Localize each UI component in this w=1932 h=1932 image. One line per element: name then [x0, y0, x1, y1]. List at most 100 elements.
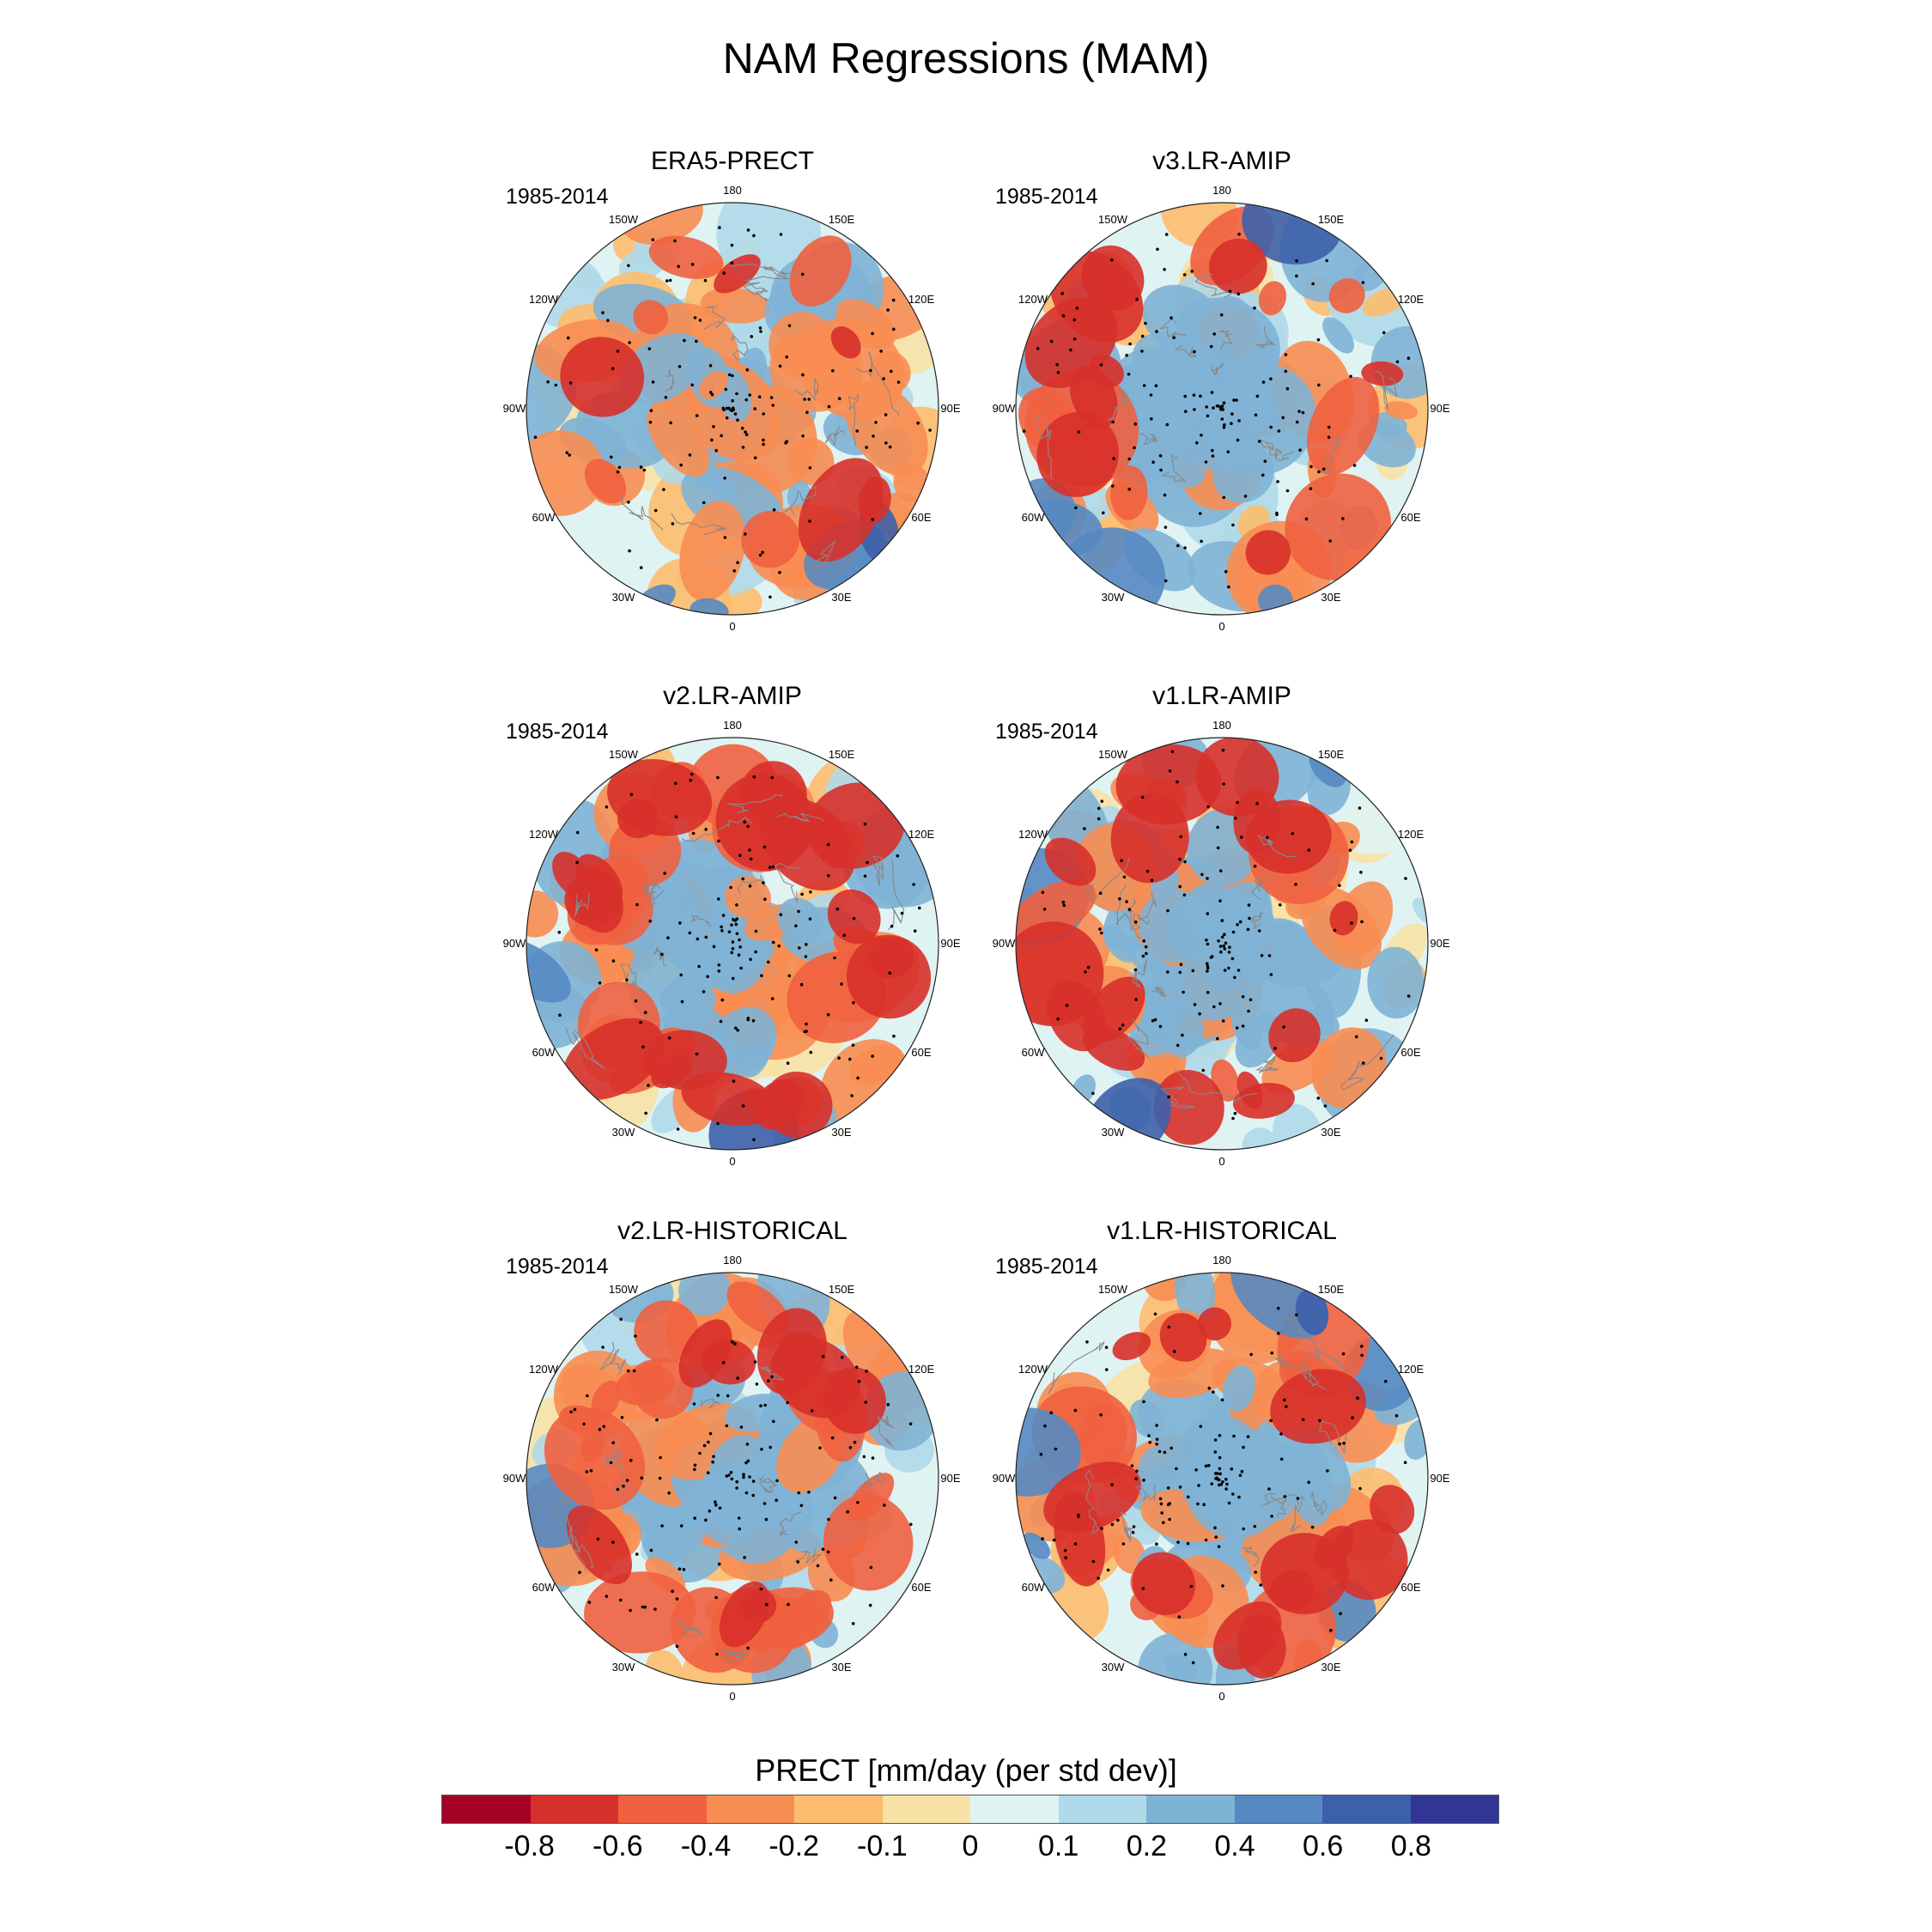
longitude-label: 120W: [529, 828, 559, 841]
longitude-label: 60E: [1400, 511, 1420, 524]
longitude-label: 90W: [993, 937, 1016, 950]
longitude-label: 90E: [1430, 1472, 1449, 1485]
longitude-label: 120E: [1398, 828, 1425, 841]
polar-map: 180 150E 120E 90E 60E 30E 0 30W 60W 90W 120W 150W: [503, 1254, 961, 1703]
colorbar-box: [618, 1795, 707, 1823]
map-border: [1015, 202, 1429, 616]
panel-title: v1.LR-AMIP: [1152, 682, 1291, 710]
colorbar-tick-label: -0.1: [857, 1830, 908, 1862]
precip-field: [526, 203, 939, 615]
polar-map: 180 150E 120E 90E 60E 30E 0 30W 60W 90W 120W 150W: [993, 719, 1450, 1168]
longitude-label: 120W: [529, 1363, 559, 1376]
colorbar-box: [706, 1795, 794, 1823]
colorbar-tick-label: -0.6: [592, 1830, 643, 1862]
polar-map: 180 150E 120E 90E 60E 30E 0 30W 60W 90W 120W 150W: [993, 1254, 1450, 1703]
colorbar-tick-label: 0.8: [1390, 1830, 1431, 1862]
longitude-label: 150W: [609, 1283, 639, 1296]
colorbar-tick-label: 0.4: [1214, 1830, 1255, 1862]
map-panel-v1-lr-amip: v1.LR-AMIP 1985-2014 180 150E 120E 90E 60E 30…: [981, 681, 1462, 1196]
map-panel-era5-prect: ERA5-PRECT 1985-2014 180 150E 120E 90E 60E 30…: [492, 146, 973, 661]
longitude-label: 30E: [831, 591, 851, 604]
longitude-label: 0: [729, 1155, 735, 1168]
longitude-label: 30E: [1321, 591, 1340, 604]
longitude-label: 150W: [1098, 1283, 1128, 1296]
longitude-label: 150W: [1098, 748, 1128, 761]
longitude-label: 120E: [908, 1363, 935, 1376]
longitude-label: 30W: [612, 1661, 635, 1674]
longitude-label: 90E: [940, 937, 960, 950]
longitude-label: 180: [723, 184, 742, 197]
colorbar-box: [970, 1795, 1059, 1823]
colorbar-box: [1146, 1795, 1235, 1823]
colorbar-box: [442, 1795, 531, 1823]
longitude-label: 30W: [1102, 591, 1125, 604]
map-border: [526, 737, 939, 1151]
longitude-label: 30W: [612, 1126, 635, 1139]
panel-period: 1985-2014: [506, 1255, 609, 1279]
panel-period: 1985-2014: [506, 185, 609, 209]
longitude-label: 0: [1218, 1690, 1224, 1703]
polar-map: 180 150E 120E 90E 60E 30E 0 30W 60W 90W 120W 150W: [993, 184, 1450, 633]
longitude-label: 150E: [1318, 1283, 1345, 1296]
longitude-label: 60W: [1022, 1581, 1045, 1594]
colorbar-box: [882, 1795, 970, 1823]
panel-period: 1985-2014: [995, 185, 1098, 209]
longitude-label: 90E: [940, 1472, 960, 1485]
colorbar: [441, 1795, 1499, 1824]
panel-title: v2.LR-HISTORICAL: [617, 1217, 848, 1245]
precip-field: [1016, 738, 1428, 1150]
polar-map: 180 150E 120E 90E 60E 30E 0 30W 60W 90W 120W 150W: [503, 184, 961, 633]
longitude-label: 60W: [1022, 1046, 1045, 1059]
polar-map: 180 150E 120E 90E 60E 30E 0 30W 60W 90W 120W 150W: [503, 719, 961, 1168]
map-border: [1015, 737, 1429, 1151]
map-panel-v2-lr-amip: v2.LR-AMIP 1985-2014 180 150E 120E 90E 60E 30…: [492, 681, 973, 1196]
map-border: [526, 1272, 939, 1686]
longitude-label: 60E: [1400, 1046, 1420, 1059]
colorbar-box: [1234, 1795, 1322, 1823]
longitude-label: 60E: [1400, 1581, 1420, 1594]
longitude-label: 90E: [940, 402, 960, 415]
longitude-label: 120E: [908, 293, 935, 306]
map-border: [526, 202, 939, 616]
map-border: [1015, 1272, 1429, 1686]
colorbar-labels: -0.8 -0.6 -0.4 -0.2 -0.1 0 0.1 0.2 0.4 0.6 0.8: [441, 1827, 1499, 1870]
longitude-label: 90W: [503, 402, 526, 415]
longitude-label: 0: [729, 1690, 735, 1703]
precip-field: [1016, 1273, 1428, 1685]
longitude-label: 150E: [829, 213, 855, 226]
longitude-label: 30E: [831, 1661, 851, 1674]
precip-field: [1016, 203, 1428, 615]
longitude-label: 60W: [1022, 511, 1045, 524]
colorbar-box: [1410, 1795, 1498, 1823]
longitude-label: 150E: [829, 1283, 855, 1296]
panel-title: v1.LR-HISTORICAL: [1107, 1217, 1337, 1245]
longitude-label: 30E: [831, 1126, 851, 1139]
longitude-label: 60E: [911, 511, 931, 524]
longitude-label: 180: [723, 719, 742, 732]
longitude-label: 30E: [1321, 1126, 1340, 1139]
longitude-label: 120W: [1018, 293, 1048, 306]
figure-title: NAM Regressions (MAM): [722, 34, 1210, 82]
longitude-label: 30W: [1102, 1126, 1125, 1139]
longitude-label: 60E: [911, 1046, 931, 1059]
colorbar-tick-label: -0.2: [769, 1830, 819, 1862]
longitude-label: 150W: [609, 748, 639, 761]
longitude-label: 60W: [532, 1046, 556, 1059]
precip-field: [526, 1273, 939, 1685]
longitude-label: 120E: [1398, 293, 1425, 306]
panel-period: 1985-2014: [995, 1255, 1098, 1279]
longitude-label: 180: [1212, 719, 1231, 732]
longitude-label: 120E: [908, 828, 935, 841]
map-panel-v1-lr-historical: v1.LR-HISTORICAL 1985-2014 180 150E 120E 90…: [981, 1216, 1462, 1731]
colorbar-title: PRECT [mm/day (per std dev)]: [755, 1753, 1177, 1788]
map-panel-v2-lr-historical: v2.LR-HISTORICAL 1985-2014 180 150E 120E 90…: [492, 1216, 973, 1731]
colorbar-tick-label: 0.2: [1126, 1830, 1167, 1862]
longitude-label: 90W: [503, 1472, 526, 1485]
longitude-label: 0: [1218, 1155, 1224, 1168]
longitude-label: 180: [723, 1254, 742, 1267]
longitude-label: 30W: [1102, 1661, 1125, 1674]
colorbar-box: [794, 1795, 883, 1823]
longitude-label: 90E: [1430, 937, 1449, 950]
precip-field: [526, 738, 939, 1150]
longitude-label: 90W: [993, 402, 1016, 415]
